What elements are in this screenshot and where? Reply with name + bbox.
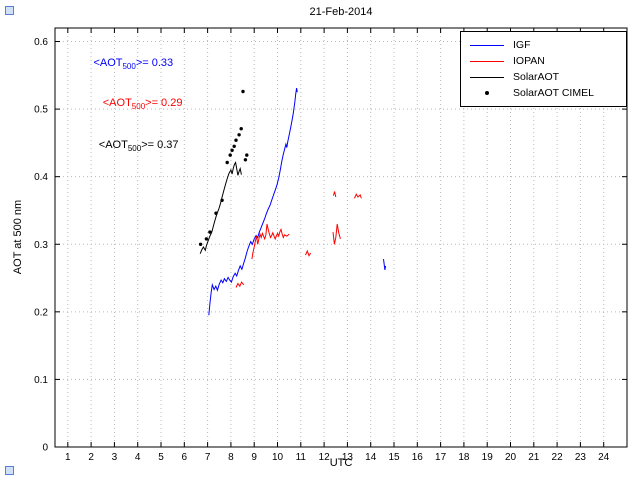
legend-item-iopan: IOPAN: [461, 53, 626, 69]
legend-label: SolarAOT CIMEL: [513, 87, 594, 99]
x-tick-label: 17: [435, 452, 447, 463]
marker-series-solaraot-cimel: [214, 211, 218, 215]
selection-handle-bottom-left: [5, 466, 14, 475]
legend-label: SolarAOT: [513, 71, 560, 83]
marker-series-solaraot-cimel: [198, 242, 203, 246]
x-tick-label: 1: [65, 452, 71, 463]
marker-series-solaraot-cimel: [232, 144, 236, 148]
x-tick-label: 3: [112, 452, 118, 463]
x-tick-label: 7: [205, 452, 211, 463]
x-tick-label: 12: [319, 452, 331, 463]
series-iopan: [305, 249, 312, 257]
chart-title: 21-Feb-2014: [309, 6, 373, 18]
marker-series-solaraot-cimel: [245, 153, 249, 157]
x-tick-label: 16: [412, 452, 424, 463]
x-tick-label: 6: [182, 452, 188, 463]
legend-dot-sample: [470, 91, 504, 95]
x-tick-label: 22: [552, 452, 564, 463]
legend-label: IOPAN: [513, 55, 545, 67]
x-tick-label: 24: [598, 452, 610, 463]
x-tick-label: 8: [228, 452, 234, 463]
x-tick-label: 13: [342, 452, 354, 463]
y-tick-label: 0.6: [34, 37, 48, 48]
x-tick-label: 15: [388, 452, 400, 463]
marker-series-solaraot-cimel: [243, 158, 248, 162]
series-igf: [208, 88, 298, 316]
x-tick-label: 11: [296, 452, 307, 463]
marker-series-solaraot-cimel: [220, 198, 224, 202]
axes-box: [54, 27, 628, 448]
x-tick-label: 21: [528, 452, 540, 463]
x-tick-label: 2: [88, 452, 94, 463]
x-tick-label: 19: [482, 452, 494, 463]
legend-line-sample: [470, 76, 504, 78]
legend-item-solaraot: SolarAOT: [461, 69, 626, 85]
marker-series-solaraot-cimel: [237, 133, 241, 137]
series-igf: [383, 259, 387, 270]
x-tick-label: 20: [505, 452, 517, 463]
x-tick-label: 10: [272, 452, 284, 463]
x-axis-label: UTC: [329, 457, 353, 469]
x-tick-label: 9: [251, 452, 257, 463]
x-tick-label: 18: [458, 452, 470, 463]
legend: IGF IOPAN SolarAOT SolarAOT CIMEL: [460, 31, 627, 107]
legend-item-igf: IGF: [461, 37, 626, 53]
marker-series-solaraot-cimel: [204, 237, 209, 241]
x-tick-label: 5: [158, 452, 164, 463]
annotation-aot-mean-3: <AOT500>= 0.37: [98, 139, 179, 154]
x-tick-label: 14: [365, 452, 377, 463]
series-solaraot: [199, 161, 242, 254]
annotation-aot-mean-2: <AOT500>= 0.29: [102, 97, 183, 112]
legend-label: IGF: [513, 39, 531, 51]
y-axis-label: AOT at 500 nm: [12, 199, 24, 275]
series-iopan: [353, 193, 362, 199]
series-iopan: [235, 281, 245, 288]
legend-item-solaraot-cimel: SolarAOT CIMEL: [461, 85, 626, 101]
annotation-aot-mean-1: <AOT500>= 0.33: [93, 56, 174, 71]
y-tick-label: 0.5: [34, 105, 48, 116]
y-tick-label: 0.4: [34, 172, 48, 183]
marker-series-solaraot-cimel: [225, 160, 229, 165]
y-tick-label: 0.2: [34, 307, 48, 318]
marker-series-solaraot-cimel: [239, 127, 243, 131]
marker-series-solaraot-cimel: [208, 230, 212, 234]
x-tick-label: 23: [575, 452, 587, 463]
y-tick-label: 0.1: [34, 375, 48, 386]
marker-series-solaraot-cimel: [230, 148, 234, 152]
marker-series-solaraot-cimel: [228, 153, 232, 157]
marker-series-solaraot-cimel: [234, 138, 238, 142]
marker-series-solaraot-cimel: [241, 89, 245, 94]
x-tick-label: 4: [135, 452, 141, 463]
selection-handle-top-left: [5, 6, 14, 15]
legend-line-sample: [470, 44, 504, 46]
legend-line-sample: [470, 60, 504, 62]
series-iopan: [251, 223, 290, 260]
series-iopan: [332, 191, 337, 198]
series-iopan: [332, 223, 341, 245]
y-tick-label: 0: [42, 443, 48, 454]
y-tick-label: 0.3: [34, 240, 48, 251]
